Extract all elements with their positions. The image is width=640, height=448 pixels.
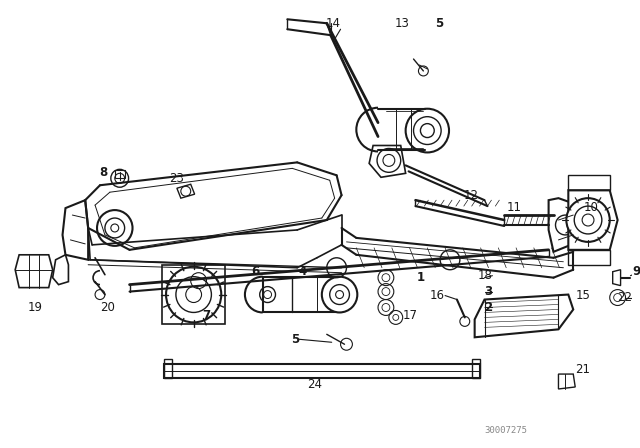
Text: 23: 23 <box>170 172 184 185</box>
Text: 15: 15 <box>575 289 590 302</box>
Circle shape <box>166 267 221 323</box>
Circle shape <box>111 169 129 187</box>
Text: 12: 12 <box>463 189 478 202</box>
Bar <box>472 359 479 378</box>
Circle shape <box>406 109 449 152</box>
Text: 9: 9 <box>632 265 640 278</box>
Bar <box>115 170 125 178</box>
Text: 5: 5 <box>291 333 299 346</box>
Text: 8: 8 <box>100 166 108 179</box>
Text: 6: 6 <box>252 265 260 278</box>
Text: 30007275: 30007275 <box>484 426 527 435</box>
Text: 16: 16 <box>430 289 445 302</box>
Text: 20: 20 <box>100 301 115 314</box>
Text: 1: 1 <box>417 271 424 284</box>
Text: 14: 14 <box>326 17 340 30</box>
Polygon shape <box>162 265 225 324</box>
Circle shape <box>97 210 132 246</box>
Bar <box>164 359 172 378</box>
Circle shape <box>566 198 610 242</box>
Polygon shape <box>262 277 340 312</box>
Text: 10: 10 <box>584 201 598 214</box>
Text: 24: 24 <box>307 378 323 391</box>
Text: 4: 4 <box>298 265 306 278</box>
Text: 7: 7 <box>202 309 211 322</box>
Text: 2: 2 <box>484 301 492 314</box>
Text: 21: 21 <box>575 362 590 375</box>
Text: 3: 3 <box>484 285 492 298</box>
Circle shape <box>322 277 357 312</box>
Text: 22: 22 <box>618 291 632 304</box>
Text: 5: 5 <box>435 17 444 30</box>
Text: 11: 11 <box>507 201 522 214</box>
Text: 13: 13 <box>394 17 409 30</box>
Text: 19: 19 <box>28 301 42 314</box>
Text: 18: 18 <box>477 269 492 282</box>
Polygon shape <box>568 190 618 250</box>
Bar <box>164 364 479 378</box>
Text: 17: 17 <box>403 309 418 322</box>
